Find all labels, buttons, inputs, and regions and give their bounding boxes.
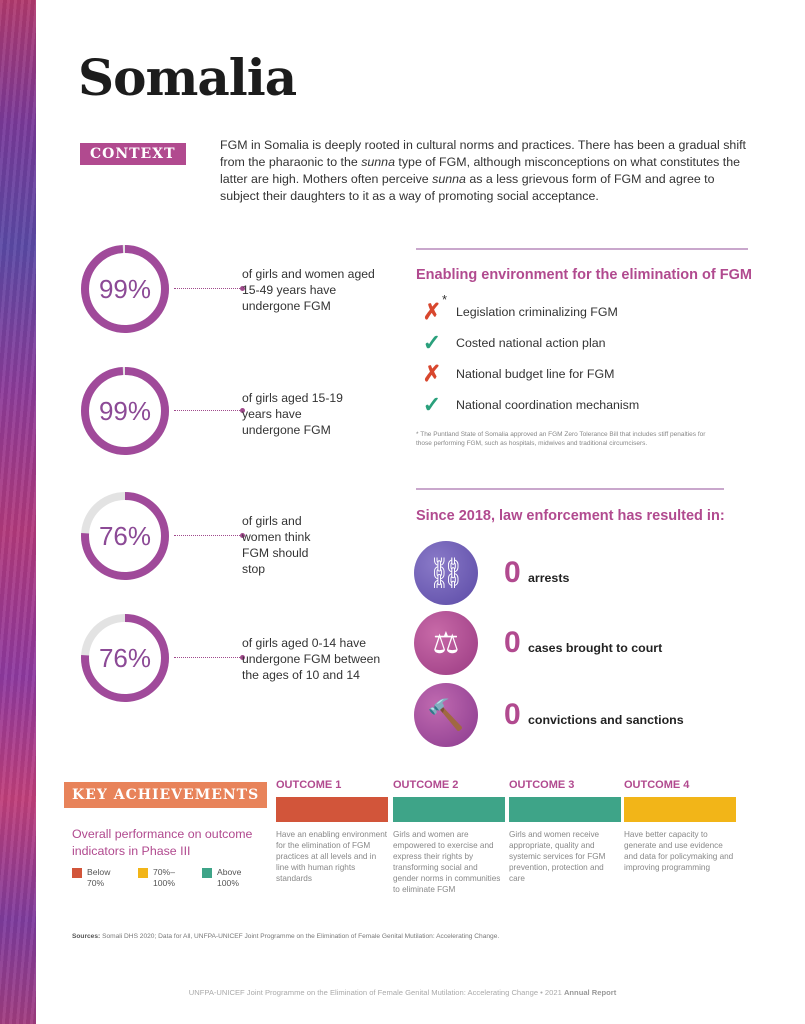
enabling-item-label: Costed national action plan: [456, 335, 606, 350]
enabling-item-label: Legislation criminalizing FGM: [456, 304, 618, 319]
context-tag: CONTEXT: [80, 143, 186, 165]
stat-value: 99%: [98, 395, 152, 426]
page-footer: UNFPA-UNICEF Joint Programme on the Elim…: [0, 988, 805, 997]
legend-label: Above 100%: [217, 867, 242, 888]
asterisk-mark: *: [442, 292, 448, 307]
gavel-icon: 🔨: [414, 683, 478, 747]
outcome-card: OUTCOME 2 Girls and women are empowered …: [393, 779, 505, 895]
check-icon: ✓: [422, 329, 442, 355]
connector-line: [174, 286, 245, 291]
scales-icon: ⚖: [414, 611, 478, 675]
enforcement-value: 0: [504, 556, 521, 589]
stat-value: 76%: [98, 642, 152, 673]
sources-note: Sources: Somali DHS 2020; Data for All, …: [72, 933, 712, 940]
enabling-item-label: National coordination mechanism: [456, 397, 640, 412]
outcome-description: Have better capacity to generate and use…: [624, 830, 734, 872]
outcome-status-bar: [624, 797, 736, 822]
progress-ring: [81, 614, 169, 702]
legend-swatch: [202, 868, 212, 878]
stat-label: of girls and women aged 15-49 years have…: [242, 267, 375, 313]
stat-label: of girls and women think FGM should stop: [242, 514, 311, 576]
progress-ring: [81, 492, 169, 580]
performance-legend: Below 70% 70%– 100% Above 100%: [72, 867, 252, 889]
footer-report-label: Annual Report: [563, 988, 617, 997]
legend-swatch: [138, 868, 148, 878]
sources-text: Somali DHS 2020; Data for All, UNFPA-UNI…: [102, 933, 500, 940]
cross-icon: ✗: [422, 360, 442, 386]
outcome-card: OUTCOME 4 Have better capacity to genera…: [624, 779, 736, 873]
connector-line: [174, 408, 245, 413]
legend-item: 70%– 100%: [138, 867, 188, 889]
outcome-description: Girls and women are empowered to exercis…: [393, 830, 501, 894]
enabling-item: ✓ National coordination mechanism: [418, 389, 639, 420]
handcuffs-icon: ⛓: [414, 541, 478, 605]
connector-line: [174, 533, 245, 538]
stat-label: of girls aged 0-14 have undergone FGM be…: [242, 636, 381, 682]
legend-item: Above 100%: [202, 867, 252, 889]
enabling-item: ✗ Legislation criminalizing FGM: [418, 296, 639, 327]
progress-ring: [81, 245, 169, 333]
outcome-card: OUTCOME 3 Girls and women receive approp…: [509, 779, 621, 884]
outcome-description: Girls and women receive appropriate, qua…: [509, 830, 606, 883]
footer-text: UNFPA-UNICEF Joint Programme on the Elim…: [188, 988, 564, 997]
enforcement-label: arrests: [528, 571, 570, 585]
enforcement-heading: Since 2018, law enforcement has resulted…: [416, 508, 725, 524]
performance-heading: Overall performance on outcome indicator…: [72, 827, 253, 858]
outcome-status-bar: [276, 797, 388, 822]
enabling-footnote: * The Puntland State of Somalia approved…: [416, 431, 706, 447]
outcome-status-bar: [509, 797, 621, 822]
enforcement-item: 🔨 0 convictions and sanctions: [414, 683, 684, 747]
page-title: Somalia: [78, 48, 297, 107]
enabling-list: ✗ Legislation criminalizing FGM ✓ Costed…: [418, 296, 639, 420]
outcome-title: OUTCOME 1: [276, 779, 342, 791]
outcome-title: OUTCOME 4: [624, 779, 690, 791]
progress-ring: [81, 367, 169, 455]
legend-label: Below 70%: [87, 867, 111, 888]
decorative-side-strip: [0, 0, 36, 1024]
enabling-item: ✓ Costed national action plan: [418, 327, 639, 358]
outcome-card: OUTCOME 1 Have an enabling environment f…: [276, 779, 388, 884]
context-text: FGM in Somalia is deeply rooted in cultu…: [220, 138, 746, 203]
stat-label: of girls aged 15-19 years have undergone…: [242, 391, 343, 437]
stat-value: 76%: [98, 520, 152, 551]
enforcement-item: ⛓ 0 arrests: [414, 541, 569, 605]
enabling-heading: Enabling environment for the elimination…: [416, 267, 752, 283]
outcome-description: Have an enabling environment for the eli…: [276, 830, 388, 883]
stat-value: 99%: [98, 273, 152, 304]
section-divider: [416, 488, 724, 490]
enforcement-value: 0: [504, 626, 521, 659]
connector-line: [174, 655, 245, 660]
legend-label: 70%– 100%: [153, 867, 175, 888]
outcome-status-bar: [393, 797, 505, 822]
enforcement-label: convictions and sanctions: [528, 713, 684, 727]
outcome-title: OUTCOME 3: [509, 779, 575, 791]
outcome-title: OUTCOME 2: [393, 779, 459, 791]
enabling-item: ✗ National budget line for FGM: [418, 358, 639, 389]
enforcement-label: cases brought to court: [528, 641, 663, 655]
sources-label: Sources:: [72, 933, 101, 940]
enabling-item-label: National budget line for FGM: [456, 366, 615, 381]
enforcement-value: 0: [504, 698, 521, 731]
legend-swatch: [72, 868, 82, 878]
key-achievements-tag: KEY ACHIEVEMENTS: [64, 782, 268, 808]
cross-icon: ✗: [422, 298, 442, 324]
check-icon: ✓: [422, 391, 442, 417]
enforcement-item: ⚖ 0 cases brought to court: [414, 611, 662, 675]
legend-item: Below 70%: [72, 867, 124, 889]
section-divider: [416, 248, 748, 250]
